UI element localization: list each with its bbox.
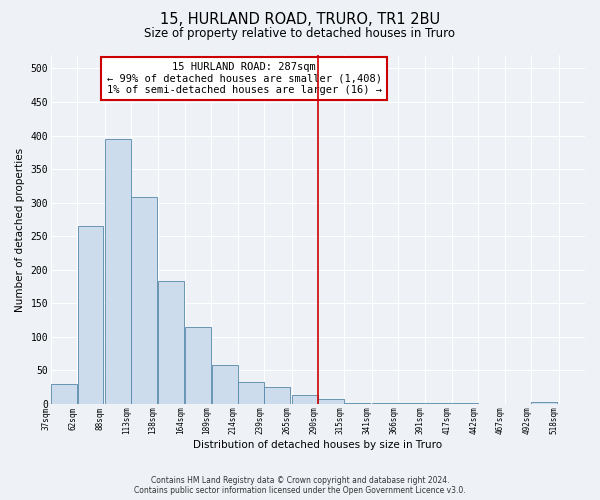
Bar [265, 387, 290, 404]
Bar [77, 226, 103, 404]
Bar [532, 402, 557, 404]
Bar [158, 281, 184, 404]
Text: 15, HURLAND ROAD, TRURO, TR1 2BU: 15, HURLAND ROAD, TRURO, TR1 2BU [160, 12, 440, 28]
Bar [318, 399, 344, 404]
Bar [238, 382, 264, 404]
Bar [372, 403, 398, 404]
Bar [105, 139, 131, 404]
Bar [212, 365, 238, 404]
Text: Size of property relative to detached houses in Truro: Size of property relative to detached ho… [145, 28, 455, 40]
Bar [51, 384, 77, 404]
Bar [131, 198, 157, 404]
Bar [292, 395, 318, 404]
Text: Contains HM Land Registry data © Crown copyright and database right 2024.
Contai: Contains HM Land Registry data © Crown c… [134, 476, 466, 495]
Bar [452, 403, 478, 404]
X-axis label: Distribution of detached houses by size in Truro: Distribution of detached houses by size … [193, 440, 443, 450]
Bar [425, 403, 451, 404]
Bar [398, 403, 424, 404]
Text: 15 HURLAND ROAD: 287sqm
← 99% of detached houses are smaller (1,408)
1% of semi-: 15 HURLAND ROAD: 287sqm ← 99% of detache… [107, 62, 382, 95]
Y-axis label: Number of detached properties: Number of detached properties [15, 148, 25, 312]
Bar [344, 402, 370, 404]
Bar [185, 327, 211, 404]
